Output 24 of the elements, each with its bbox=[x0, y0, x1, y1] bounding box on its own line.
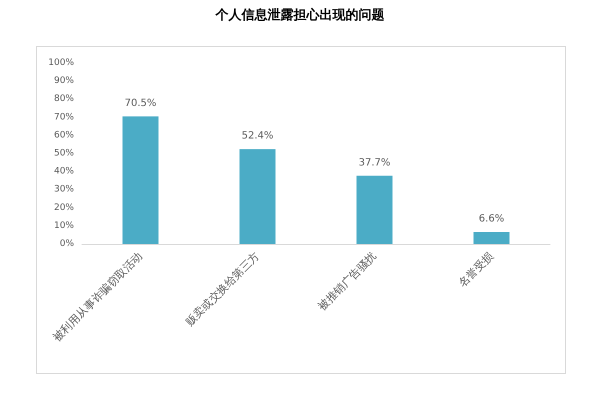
y-tick-label: 80% bbox=[54, 94, 74, 104]
x-tick-label: 被推销广告骚扰 bbox=[315, 249, 380, 314]
data-label: 52.4% bbox=[242, 130, 274, 142]
bar bbox=[474, 232, 510, 244]
x-tick-label: 名誉受损 bbox=[456, 249, 496, 290]
bar bbox=[240, 149, 276, 244]
chart-title: 个人信息泄露担心出现的问题 bbox=[214, 6, 386, 24]
y-tick-label: 100% bbox=[48, 58, 74, 68]
y-tick-label: 20% bbox=[54, 202, 74, 213]
bar bbox=[122, 116, 158, 244]
x-tick-label: 被利用从事诈骗窃取活动 bbox=[50, 249, 146, 344]
x-tick-label: 贩卖或交换给第三方 bbox=[182, 249, 262, 329]
y-tick-label: 50% bbox=[54, 148, 74, 158]
bar bbox=[356, 176, 392, 244]
y-tick-label: 70% bbox=[54, 112, 74, 122]
data-label: 37.7% bbox=[358, 157, 390, 168]
y-tick-label: 30% bbox=[54, 184, 74, 195]
data-label: 6.6% bbox=[478, 214, 504, 225]
y-tick-label: 0% bbox=[60, 239, 74, 249]
y-tick-label: 90% bbox=[54, 76, 74, 86]
y-tick-label: 60% bbox=[54, 130, 74, 140]
y-tick-label: 10% bbox=[54, 220, 74, 231]
data-label: 70.5% bbox=[124, 98, 156, 109]
y-tick-label: 40% bbox=[54, 166, 74, 177]
